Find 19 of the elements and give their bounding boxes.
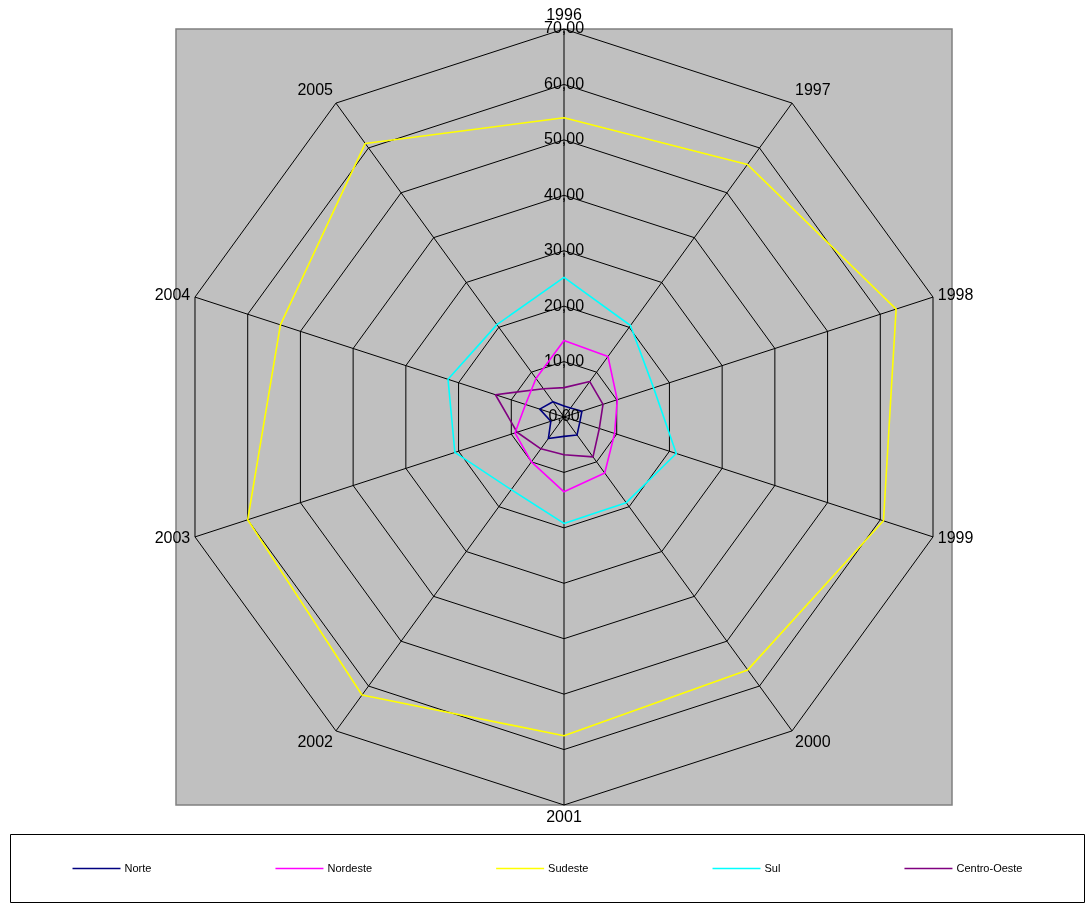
spoke-label: 2000 [795, 733, 831, 751]
spoke-label: 2004 [154, 285, 191, 303]
y-tick-label: 60,00 [543, 74, 585, 92]
spoke-label: 2002 [297, 733, 334, 751]
legend-label: Norte [124, 861, 152, 874]
spoke-label: 2001 [546, 808, 582, 826]
spoke-label: 1998 [937, 285, 974, 303]
legend-label: Sudeste [548, 861, 589, 874]
legend-label: Sul [764, 861, 781, 874]
y-tick-label: 30,00 [543, 241, 585, 259]
spoke-label: 1997 [795, 81, 831, 99]
y-tick-label: 40,00 [543, 185, 585, 203]
y-tick-label: 20,00 [543, 296, 585, 314]
y-tick-label: 50,00 [543, 130, 585, 148]
legend-label: Centro-Oeste [956, 861, 1023, 874]
spoke-label: 1999 [937, 528, 974, 546]
spoke-label: 2005 [297, 81, 334, 99]
legend-label: Nordeste [327, 861, 373, 874]
spoke-label: 2003 [154, 528, 191, 546]
